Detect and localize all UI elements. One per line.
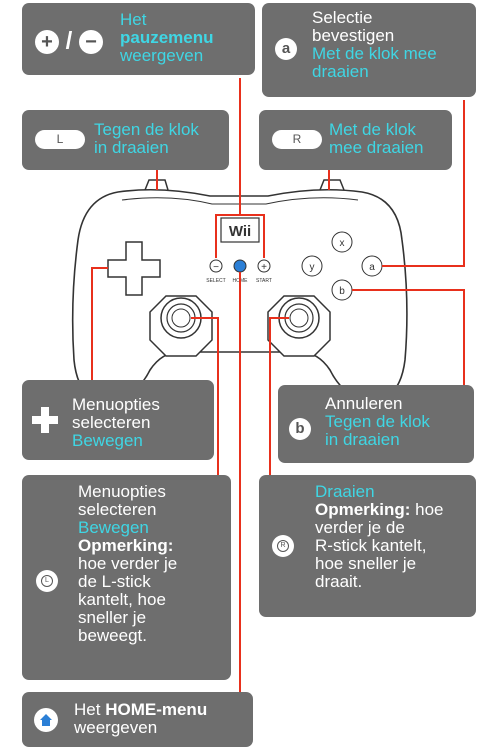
- lstick-note-1: de L-stick: [78, 572, 151, 591]
- pause-line3: weergeven: [120, 46, 204, 65]
- b-line3: in draaien: [325, 430, 400, 449]
- dpad-line1: Menuopties: [72, 395, 160, 414]
- l-line2: in draaien: [94, 138, 169, 157]
- home-line1b: HOME-menu: [105, 700, 208, 719]
- r-button-box: R Met de klok mee draaien: [259, 110, 452, 170]
- connector-lines: [91, 78, 465, 692]
- l-stick: [149, 295, 213, 357]
- x-button: [331, 231, 353, 253]
- home-icon: [34, 708, 58, 732]
- l-icon: L: [35, 130, 85, 149]
- pause-line1: Het: [120, 10, 147, 29]
- svg-text:a: a: [369, 262, 375, 273]
- svg-text:+: +: [261, 262, 267, 273]
- r-line2: mee draaien: [329, 138, 424, 157]
- svg-text:x: x: [340, 238, 345, 249]
- a-line4: draaien: [312, 62, 369, 81]
- pause-line2: pauzemenu: [120, 28, 214, 47]
- dpad-box: Menuopties selecteren Bewegen: [22, 380, 214, 460]
- r-icon: R: [272, 130, 322, 149]
- lstick-note-0: hoe verder je: [78, 554, 178, 573]
- l-button-box: L Tegen de klok in draaien: [22, 110, 229, 170]
- minus-button: [209, 259, 223, 273]
- rstick-line1: Draaien: [315, 482, 375, 501]
- svg-text:y: y: [310, 262, 315, 273]
- pause-menu-box: + / − Het pauzemenu weergeven: [22, 3, 255, 75]
- home-line2: weergeven: [74, 718, 158, 737]
- lstick-note-2: kantelt, hoe: [78, 590, 166, 609]
- lstick-line2: selecteren: [78, 500, 157, 519]
- plus-minus-icon: + / −: [35, 27, 104, 56]
- svg-text:−: −: [213, 262, 219, 273]
- y-button: [301, 255, 323, 277]
- r-shoulder-tab: [319, 179, 345, 191]
- b-button-box: b Annuleren Tegen de klok in draaien: [278, 385, 474, 463]
- svg-text:b: b: [339, 286, 345, 297]
- lstick-note-4: beweegt.: [78, 626, 147, 645]
- a-button-box: a Selectie bevestigen Met de klok mee dr…: [262, 3, 476, 97]
- r-stick: [267, 295, 331, 357]
- rstick-note-0: verder je de: [315, 518, 405, 537]
- b-line2: Tegen de klok: [325, 412, 430, 431]
- dpad-line3: Bewegen: [72, 431, 143, 450]
- rstick-icon: R: [272, 535, 294, 557]
- start-label: START: [256, 278, 272, 284]
- plus-button: [257, 259, 271, 273]
- lstick-box: L Menuopties selecteren Bewegen Opmerkin…: [22, 475, 231, 680]
- select-label: SELECT: [206, 278, 225, 284]
- dpad-shape: [107, 241, 161, 296]
- wii-logo-box: [220, 217, 260, 243]
- r-line1: Met de klok: [329, 120, 416, 139]
- lstick-icon: L: [36, 570, 58, 592]
- dpad-icon: [32, 407, 58, 433]
- a-line3: Met de klok mee: [312, 44, 437, 63]
- lstick-line3: Bewegen: [78, 518, 149, 537]
- home-menu-box: Het HOME-menu weergeven: [22, 692, 253, 747]
- a-line1: Selectie: [312, 8, 373, 27]
- rstick-note-2: hoe sneller je: [315, 554, 417, 573]
- dpad-line2: selecteren: [72, 413, 151, 432]
- home-button: [233, 259, 247, 273]
- rstick-note-label: Opmerking:: [315, 500, 411, 519]
- rstick-box: R Draaien Opmerking: hoe verder je de R-…: [259, 475, 476, 617]
- lstick-line1: Menuopties: [78, 482, 166, 501]
- l-line1: Tegen de klok: [94, 120, 199, 139]
- wii-logo: Wii: [229, 223, 251, 240]
- lstick-note-3: sneller je: [78, 608, 147, 627]
- a-line2: bevestigen: [312, 26, 395, 45]
- home-line1: Het: [74, 700, 101, 719]
- a-icon: a: [275, 38, 297, 60]
- lstick-note-label: Opmerking:: [78, 536, 174, 555]
- b-line1: Annuleren: [325, 394, 403, 413]
- rstick-note-rest: hoe: [415, 500, 444, 519]
- rstick-note-1: R-stick kantelt,: [315, 536, 427, 555]
- rstick-note-3: draait.: [315, 572, 363, 591]
- b-icon: b: [289, 418, 311, 440]
